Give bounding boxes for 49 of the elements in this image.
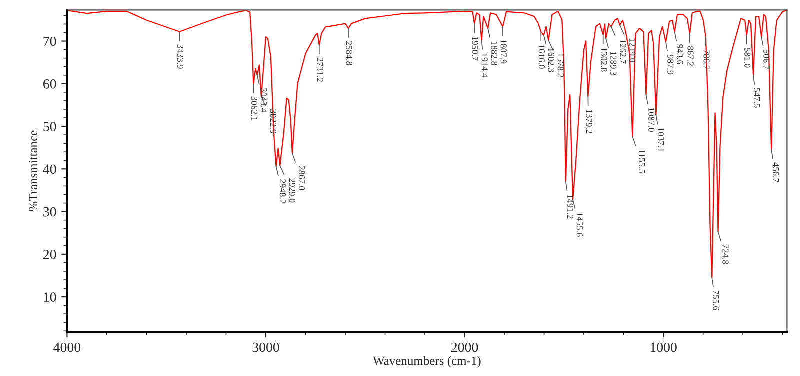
annotation: 1602.3 — [548, 48, 554, 72]
annotation: 1289.3 — [610, 52, 617, 76]
annotation: 755.6 — [713, 290, 720, 310]
annotation: 724.8 — [722, 244, 729, 264]
annotation: 1491.2 — [567, 195, 574, 219]
x-axis-title: Wavenumbers (cm-1) — [373, 356, 481, 368]
annotation: 2948.2 — [280, 180, 286, 204]
x-tick-label: 1000 — [650, 342, 677, 352]
annotation: 3062.1 — [251, 96, 258, 121]
annotation: 786.7 — [704, 50, 710, 70]
annotation: 2584.8 — [346, 41, 352, 66]
annotation: 943.6 — [677, 44, 684, 64]
annotation: 2929.0 — [289, 178, 296, 203]
y-tick-label: 60 — [43, 79, 56, 89]
y-axis-title: %Transmittance — [29, 130, 38, 212]
annotation: 547.5 — [754, 88, 760, 108]
y-tick-label: 40 — [43, 164, 56, 174]
x-tick-label: 2000 — [451, 342, 478, 352]
annotation: 1302.8 — [601, 48, 608, 72]
annotation: 3022.9 — [270, 110, 276, 134]
annotation: 506.7 — [764, 50, 770, 70]
y-tick-label: 70 — [44, 36, 56, 46]
annotation: 581.0 — [744, 48, 751, 68]
annotation: 1455.6 — [576, 213, 583, 237]
y-tick-label: 10 — [44, 292, 56, 302]
annotation: 3433.9 — [177, 44, 184, 69]
annotation: 1578.2 — [558, 54, 564, 78]
y-tick-label: 20 — [44, 250, 56, 260]
annotation: 1219.0 — [630, 38, 636, 62]
x-tick-label: 4000 — [54, 342, 81, 352]
annotation: 1037.1 — [658, 128, 664, 152]
annotation: 1262.7 — [620, 40, 626, 64]
annotation: 1155.5 — [639, 150, 646, 174]
annotation: 987.9 — [668, 54, 674, 75]
annotation: 867.2 — [688, 46, 694, 66]
y-tick-label: 30 — [44, 207, 56, 217]
annotation: 1087.0 — [648, 108, 655, 132]
annotation: 1807.9 — [500, 40, 507, 64]
annotation: 456.7 — [773, 162, 780, 183]
annotation: 3043.4 — [260, 88, 267, 113]
annotation: 1882.8 — [491, 42, 498, 66]
annotation: 2731.2 — [317, 58, 324, 82]
annotation: 1950.7 — [472, 37, 478, 61]
x-tick-label: 3000 — [252, 342, 280, 352]
annotation: 1914.4 — [482, 54, 488, 78]
annotation: 1379.2 — [586, 110, 592, 134]
annotation: 2867.0 — [298, 166, 305, 190]
y-tick-label: 50 — [44, 122, 56, 132]
annotation: 1616.0 — [538, 45, 545, 69]
